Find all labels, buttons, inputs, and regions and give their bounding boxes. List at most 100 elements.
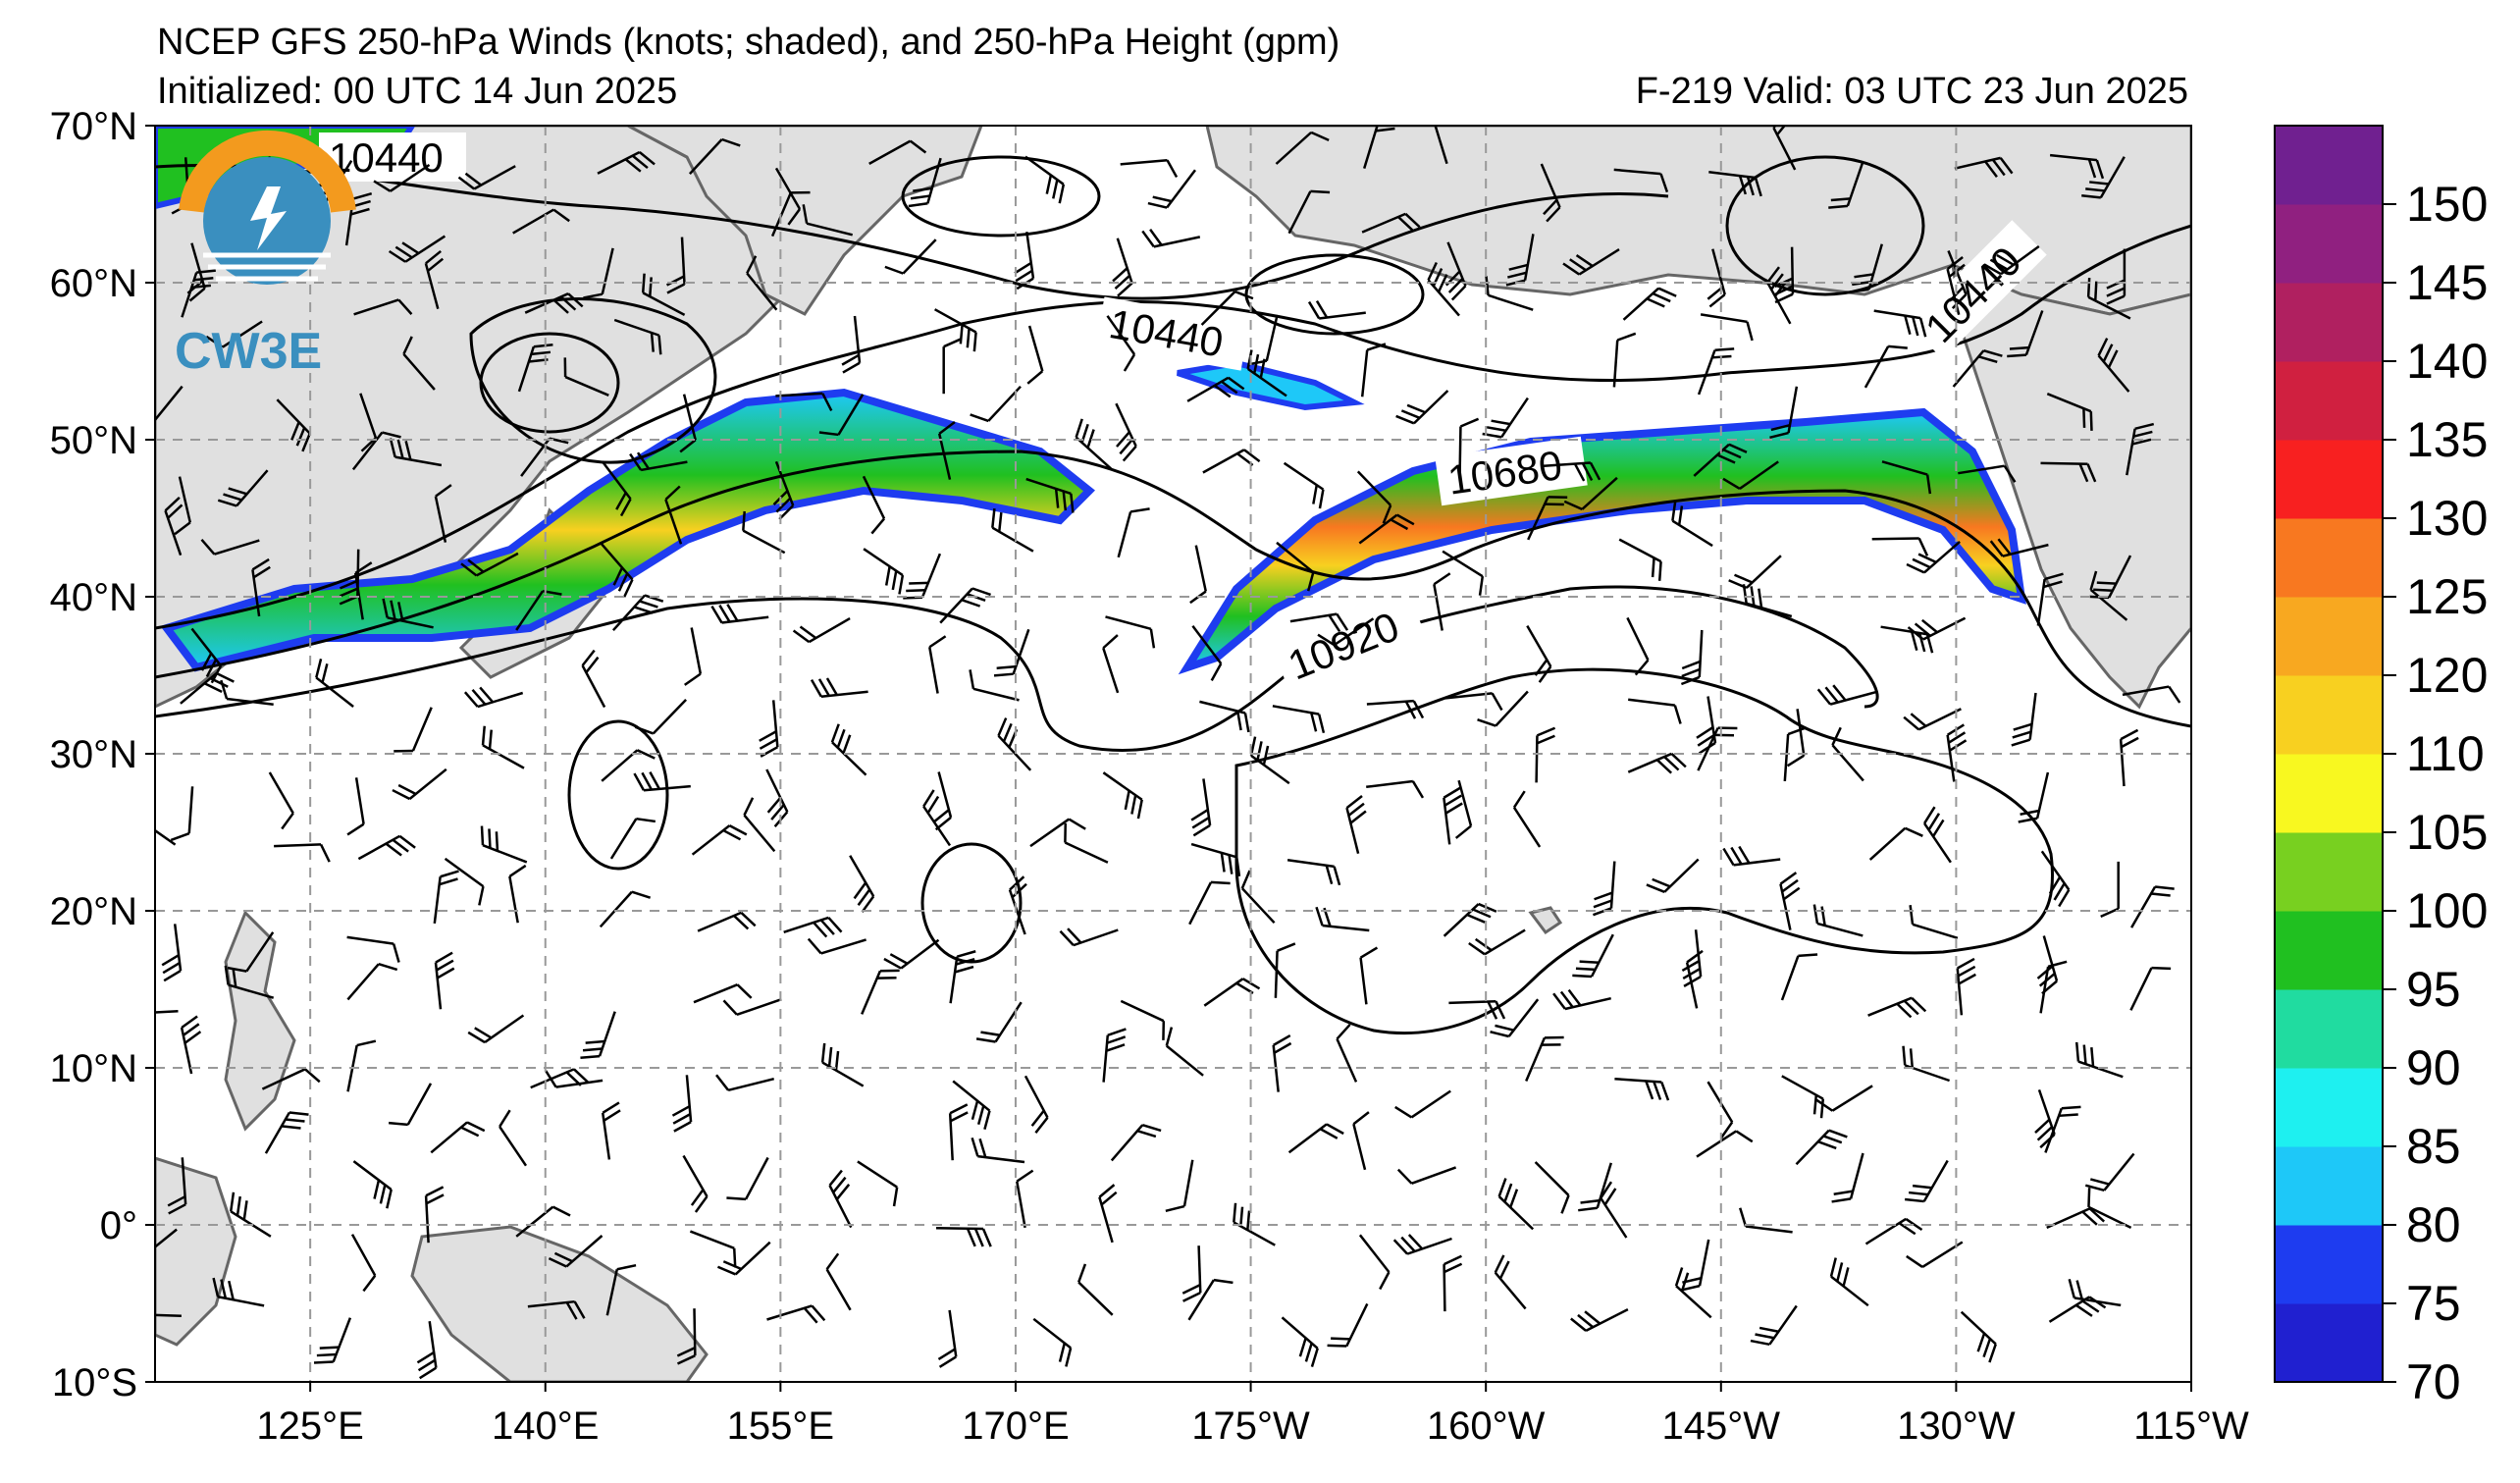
lon-tick-label: 115°W [2133, 1404, 2249, 1448]
wind-barb [180, 1015, 202, 1075]
lat-tick-label: 60°N [50, 262, 137, 305]
lat-tick-label: 70°N [50, 105, 137, 148]
wind-barb [1563, 476, 1618, 511]
wind-barb [683, 627, 703, 686]
colorbar-segment [2275, 1068, 2383, 1147]
wind-barb [434, 484, 452, 543]
lat-tick-label: 50°N [50, 419, 137, 462]
wind-barb [2129, 966, 2172, 1011]
wind-barb [671, 1075, 693, 1133]
wind-barb [1112, 238, 1133, 297]
wind-barb [1249, 736, 1290, 785]
wind-barb [1626, 616, 1650, 676]
wind-barb [828, 1169, 853, 1229]
wind-barb [820, 1042, 865, 1087]
wind-barb [697, 911, 757, 932]
wind-barb [629, 451, 688, 472]
colorbar-tick-label: 105 [2406, 805, 2488, 860]
wind-barb [679, 394, 697, 453]
wind-barb [463, 686, 524, 709]
colorbar-segment [2275, 754, 2383, 833]
wind-barb [388, 1083, 433, 1127]
contour-label: 10440 [329, 134, 444, 181]
wind-barb [2039, 960, 2068, 1014]
wind-barb [1779, 872, 1801, 930]
wind-barb [1110, 1123, 1162, 1162]
wind-barb [1958, 464, 2017, 483]
land-hawaii [1528, 906, 1563, 935]
wind-barb [1600, 1181, 1628, 1239]
wind-barb [1165, 1027, 1204, 1077]
colorbar-tick-label: 125 [2406, 569, 2488, 624]
wind-barb [346, 935, 400, 963]
wind-barb [1188, 880, 1231, 926]
wind-barb [1780, 953, 1818, 1001]
figure-title: NCEP GFS 250-hPa Winds (knots; shaded), … [157, 22, 1340, 63]
wind-barb [1816, 684, 1876, 706]
colorbar-segment [2275, 675, 2383, 755]
wind-barb [1868, 826, 1923, 861]
gridlines [155, 126, 2191, 1382]
wind-barb [693, 983, 753, 1004]
wind-barb [807, 937, 866, 955]
wind-barb [1120, 158, 1179, 179]
wind-barb [682, 1154, 709, 1213]
wind-barb [499, 1109, 528, 1167]
lon-tick-label: 125°E [256, 1404, 363, 1448]
wind-barb [2130, 885, 2175, 928]
wind-barb [524, 292, 584, 314]
wind-barb [357, 834, 416, 861]
wind-barb [1871, 537, 1929, 556]
wind-barb [1954, 156, 2014, 178]
wind-barb [770, 190, 811, 238]
wind-barb [346, 962, 398, 1001]
wind-barb [180, 671, 235, 705]
wind-barb [2074, 1041, 2124, 1079]
wind-barb [1535, 726, 1556, 783]
wind-barb [1696, 1130, 1754, 1158]
wind-barb [952, 1080, 991, 1131]
wind-barb [2081, 156, 2126, 199]
wind-barb [1458, 417, 1480, 474]
wind-barb [1614, 1077, 1670, 1101]
wind-barb [1572, 933, 1614, 979]
wind-barb [1317, 617, 1375, 647]
wind-barb [276, 398, 311, 452]
wind-barb [922, 789, 952, 847]
wind-barb [2068, 1279, 2122, 1307]
wind-barb [1191, 625, 1223, 681]
wind-barb [937, 1309, 958, 1368]
wind-barb [1352, 1111, 1370, 1171]
wind-barb [1722, 845, 1781, 867]
wind-barb [424, 1186, 445, 1244]
wind-barb [1903, 708, 1962, 731]
wind-barb [1881, 460, 1932, 495]
wind-barb [480, 825, 528, 864]
colorbar-tick-label: 90 [2406, 1040, 2461, 1095]
wind-barb [641, 273, 686, 317]
wind-barb [2040, 461, 2097, 483]
wind-barb [1612, 332, 1637, 388]
wind-barb [1165, 1159, 1194, 1213]
wind-barb [315, 659, 354, 708]
wind-barb [1867, 996, 1927, 1019]
wind-barb [1497, 1178, 1535, 1231]
wind-barb [1628, 698, 1682, 724]
wind-barb [1543, 461, 1601, 482]
wind-barb [444, 857, 485, 906]
logo-sun-arc [179, 130, 356, 213]
wind-barb [1989, 538, 2049, 557]
wind-barb [1014, 232, 1035, 291]
wind-barb [2122, 685, 2181, 704]
wind-barb [1578, 1162, 1612, 1212]
wind-barb [1102, 1028, 1127, 1083]
cw3e-logo: CW3E [175, 130, 356, 380]
wind-barb [1366, 699, 1425, 719]
wind-barb [1240, 870, 1276, 925]
wind-barb [1922, 806, 1952, 864]
wind-barb [1772, 126, 1797, 171]
wind-barb [581, 649, 606, 709]
wind-barb [517, 343, 553, 393]
wind-barb [353, 298, 413, 316]
wind-barb [1029, 818, 1086, 848]
